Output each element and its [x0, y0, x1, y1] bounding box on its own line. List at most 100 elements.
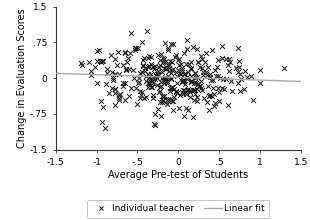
Point: [121, 81, 126, 84]
Point: [123, 68, 128, 72]
Point: [250, 98, 255, 102]
Point: [197, 66, 202, 69]
Point: [164, 67, 169, 71]
Point: [157, 58, 162, 62]
Point: [145, 29, 150, 33]
Point: [193, 92, 198, 96]
Point: [104, 71, 109, 75]
Point: [235, 81, 240, 84]
Point: [169, 77, 174, 81]
Point: [117, 72, 122, 76]
Point: [191, 88, 196, 92]
Point: [80, 63, 85, 67]
Point: [143, 95, 148, 98]
Point: [258, 68, 263, 72]
Point: [170, 67, 175, 71]
Point: [133, 87, 138, 90]
Point: [189, 79, 194, 83]
Point: [184, 62, 189, 66]
Point: [180, 88, 185, 91]
Point: [249, 74, 254, 77]
Point: [220, 86, 225, 90]
Point: [89, 70, 94, 73]
Point: [213, 68, 218, 72]
Point: [227, 57, 232, 61]
Point: [165, 47, 170, 50]
Point: [194, 95, 199, 99]
Point: [197, 84, 202, 88]
Point: [137, 89, 142, 93]
Point: [117, 94, 122, 97]
Point: [172, 88, 177, 91]
Point: [228, 79, 233, 83]
Point: [153, 64, 158, 68]
Point: [175, 81, 180, 84]
Point: [180, 80, 185, 83]
Point: [215, 86, 220, 90]
Point: [174, 90, 179, 93]
Point: [236, 47, 241, 50]
Point: [146, 65, 151, 68]
Point: [142, 97, 147, 100]
Point: [132, 47, 137, 50]
Point: [103, 82, 108, 85]
Point: [170, 42, 175, 46]
Point: [207, 75, 212, 78]
Point: [169, 42, 174, 46]
Point: [155, 107, 160, 110]
Point: [181, 51, 186, 55]
Point: [214, 65, 219, 69]
Point: [218, 76, 223, 80]
Point: [181, 93, 186, 96]
Point: [194, 81, 199, 84]
Point: [136, 80, 141, 84]
Point: [153, 73, 158, 77]
Point: [167, 59, 172, 63]
Point: [157, 100, 162, 104]
Point: [159, 94, 164, 97]
Point: [164, 81, 169, 84]
Point: [188, 90, 193, 94]
Point: [200, 58, 205, 61]
Point: [179, 91, 184, 94]
Point: [162, 94, 166, 98]
Point: [214, 74, 219, 78]
Point: [176, 64, 181, 67]
Point: [149, 55, 154, 59]
Point: [222, 87, 227, 90]
Point: [125, 57, 130, 60]
Point: [216, 58, 221, 62]
Point: [170, 99, 175, 103]
Point: [184, 38, 189, 42]
Point: [180, 79, 185, 82]
Point: [219, 56, 224, 60]
Point: [159, 70, 164, 74]
Point: [167, 97, 172, 101]
Point: [176, 57, 181, 61]
Point: [185, 108, 190, 111]
Point: [194, 75, 199, 79]
Point: [191, 98, 196, 102]
Point: [219, 44, 224, 48]
Point: [165, 100, 170, 103]
Point: [128, 86, 133, 90]
Point: [137, 77, 142, 80]
Point: [162, 94, 166, 98]
Point: [237, 89, 242, 92]
Point: [113, 57, 118, 61]
Point: [163, 65, 168, 69]
Point: [164, 79, 169, 83]
Point: [147, 64, 152, 67]
Point: [117, 96, 122, 100]
Point: [114, 63, 119, 67]
Point: [162, 67, 167, 70]
Point: [189, 67, 194, 71]
Point: [188, 95, 193, 99]
Point: [203, 70, 208, 74]
Point: [212, 93, 217, 96]
Point: [181, 79, 186, 82]
Point: [102, 126, 107, 129]
Point: [157, 63, 162, 67]
Point: [113, 87, 117, 90]
Point: [201, 73, 206, 77]
